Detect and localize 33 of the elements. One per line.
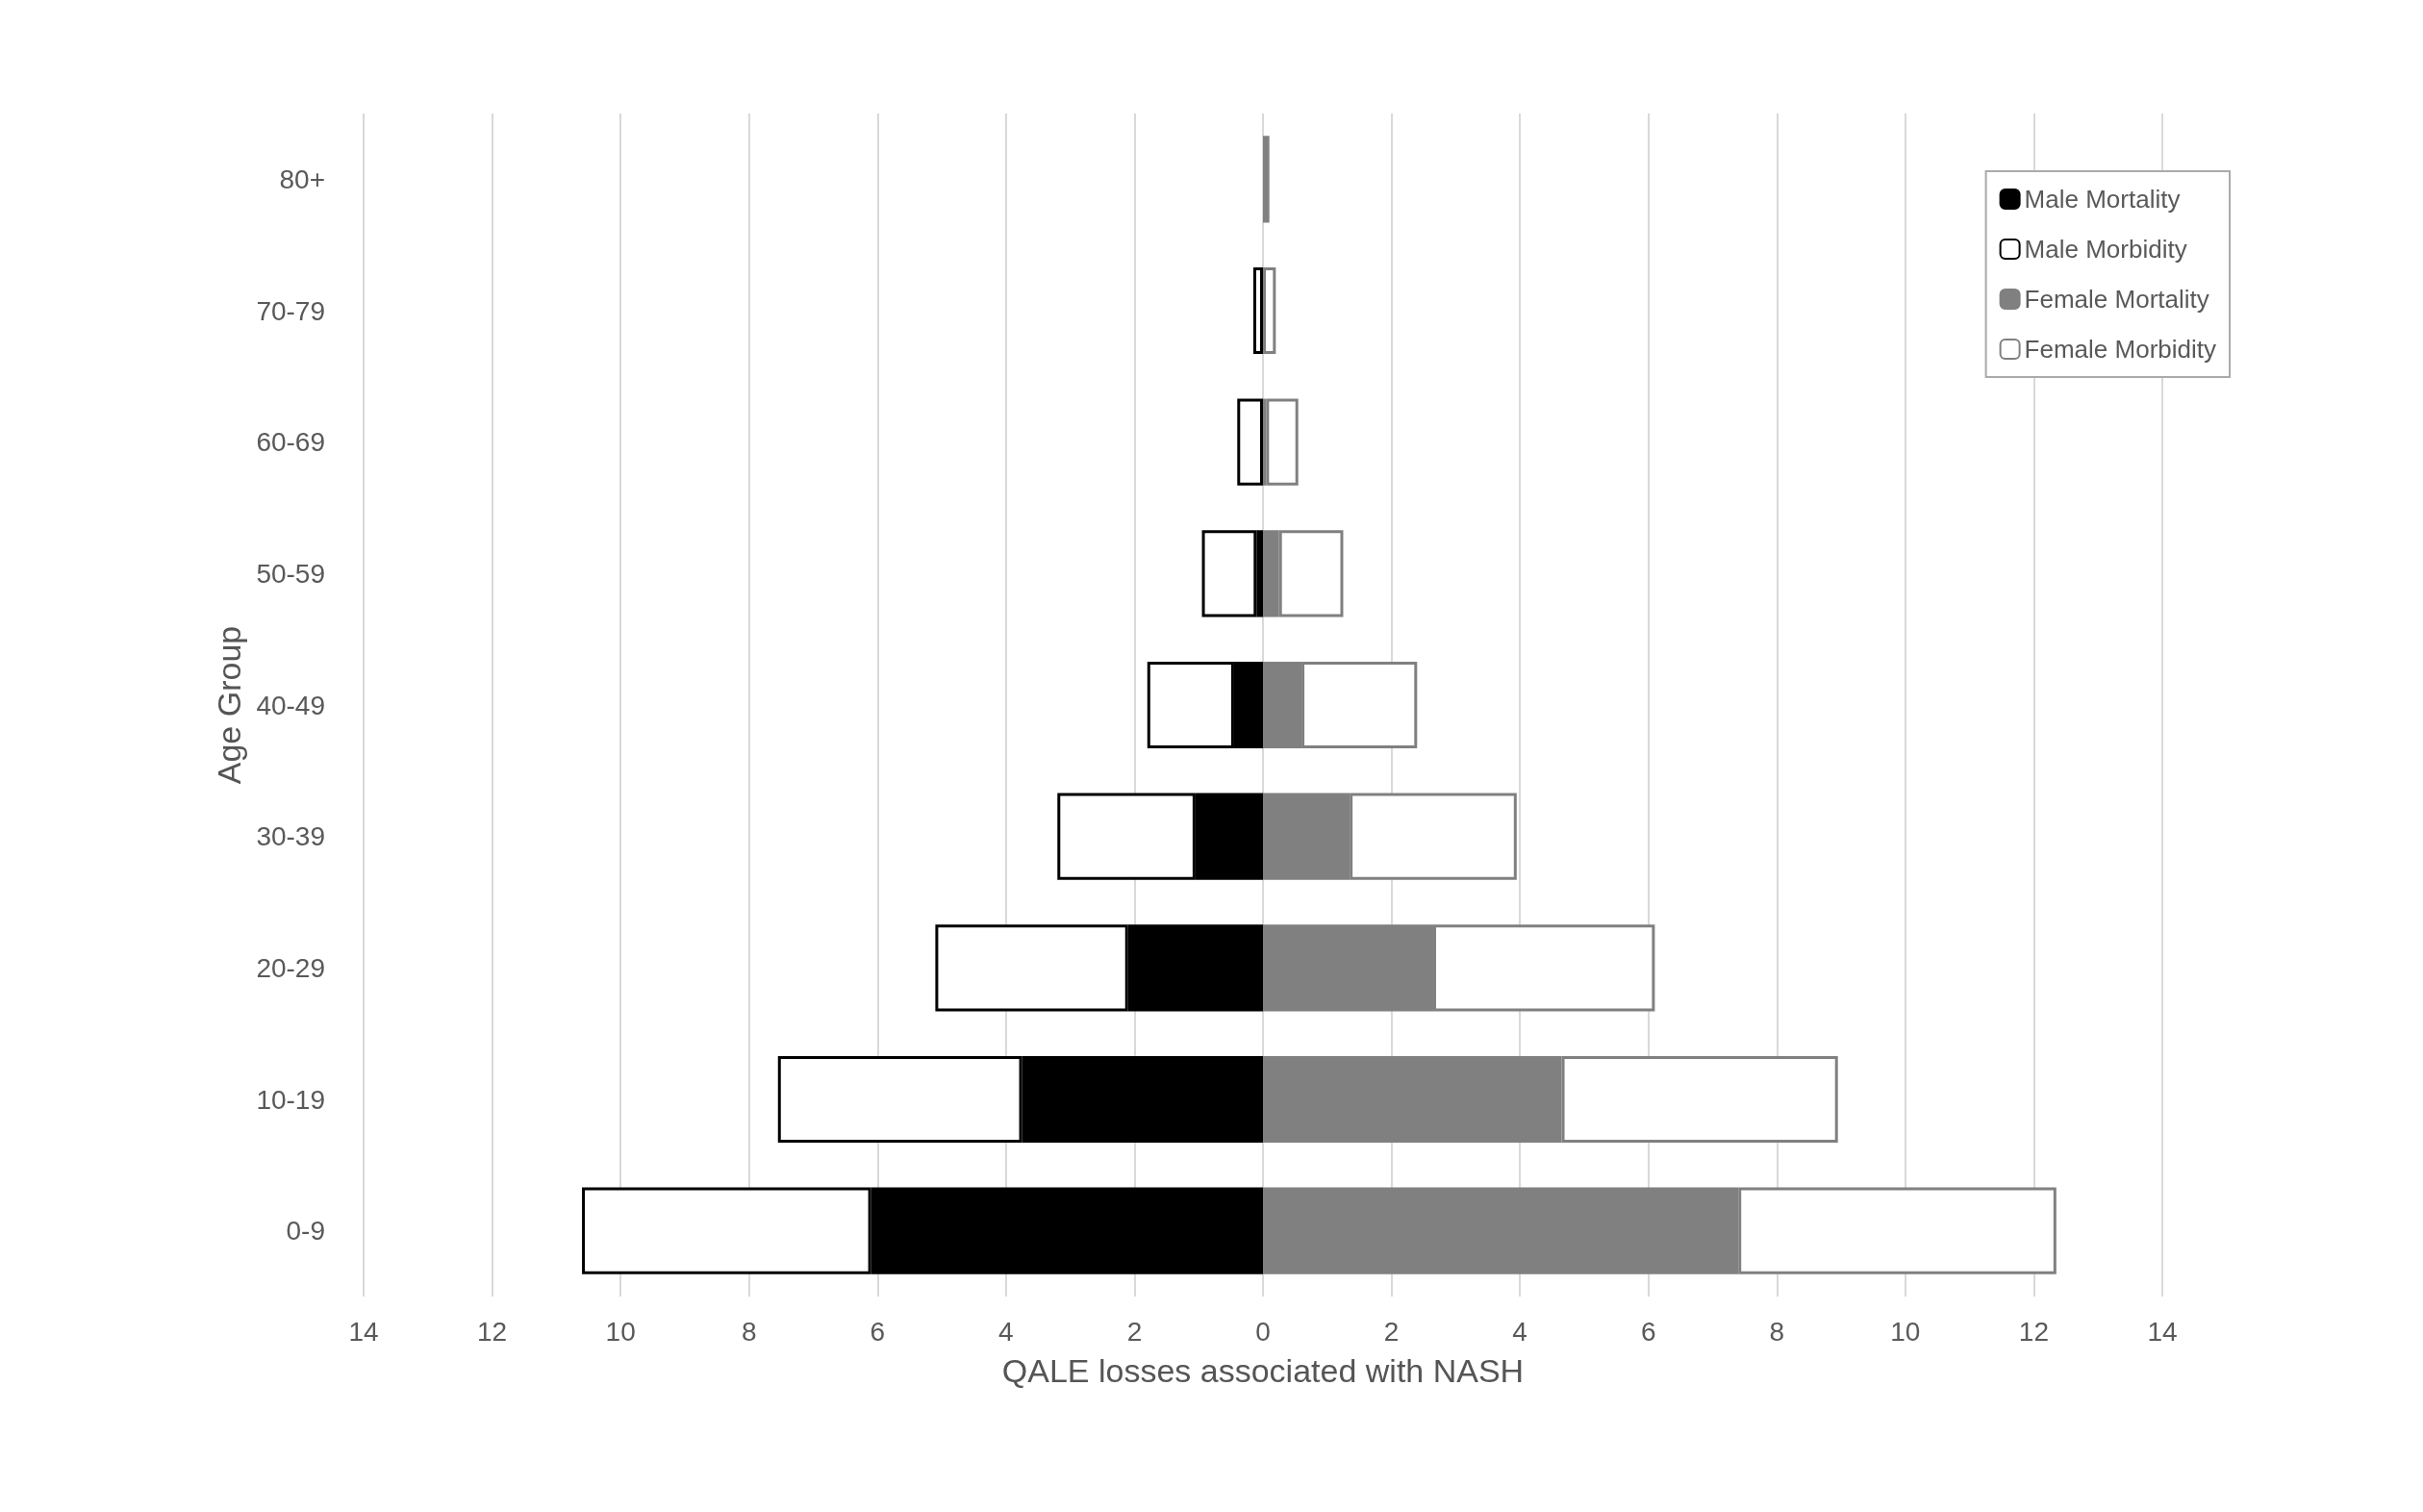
y-tick-label: 80+ xyxy=(279,164,325,194)
legend-label: Male Morbidity xyxy=(2024,235,2187,264)
legend-label: Male Mortality xyxy=(2024,185,2181,214)
bar xyxy=(1237,398,1263,486)
legend-label: Female Morbidity xyxy=(2024,335,2217,364)
x-tick-label: 2 xyxy=(1126,1316,1143,1347)
y-axis-title: Age Group xyxy=(211,625,248,785)
x-tick-label: 12 xyxy=(476,1316,508,1347)
bar xyxy=(1263,136,1270,223)
y-tick-label: 60-69 xyxy=(256,427,325,458)
x-tick-label: 6 xyxy=(870,1316,886,1347)
x-tick-label: 2 xyxy=(1383,1316,1400,1347)
y-tick-label: 70-79 xyxy=(256,295,325,326)
x-tick-label: 6 xyxy=(1640,1316,1656,1347)
x-tick-label: 4 xyxy=(1512,1316,1527,1347)
y-tick-label: 40-49 xyxy=(256,690,325,720)
y-tick-label: 10-19 xyxy=(256,1084,325,1115)
x-tick-label: 8 xyxy=(741,1316,757,1347)
legend-label: Female Mortality xyxy=(2024,285,2209,314)
x-tick-label: 8 xyxy=(1769,1316,1785,1347)
y-tick-label: 30-39 xyxy=(256,821,325,852)
x-tick-label: 10 xyxy=(605,1316,636,1347)
x-tick-label: 0 xyxy=(1255,1316,1271,1347)
x-tick-label: 10 xyxy=(1890,1316,1921,1347)
bar xyxy=(1266,398,1299,486)
y-tick-label: 50-59 xyxy=(256,558,325,589)
x-axis-title: QALE losses associated with NASH xyxy=(1001,1352,1525,1389)
y-tick-label: 20-29 xyxy=(256,952,325,983)
x-tick-label: 14 xyxy=(348,1316,379,1347)
x-tick-label: 14 xyxy=(2147,1316,2178,1347)
x-tick-label: 12 xyxy=(2018,1316,2050,1347)
y-tick-label: 0-9 xyxy=(286,1216,325,1247)
x-tick-label: 4 xyxy=(998,1316,1014,1347)
